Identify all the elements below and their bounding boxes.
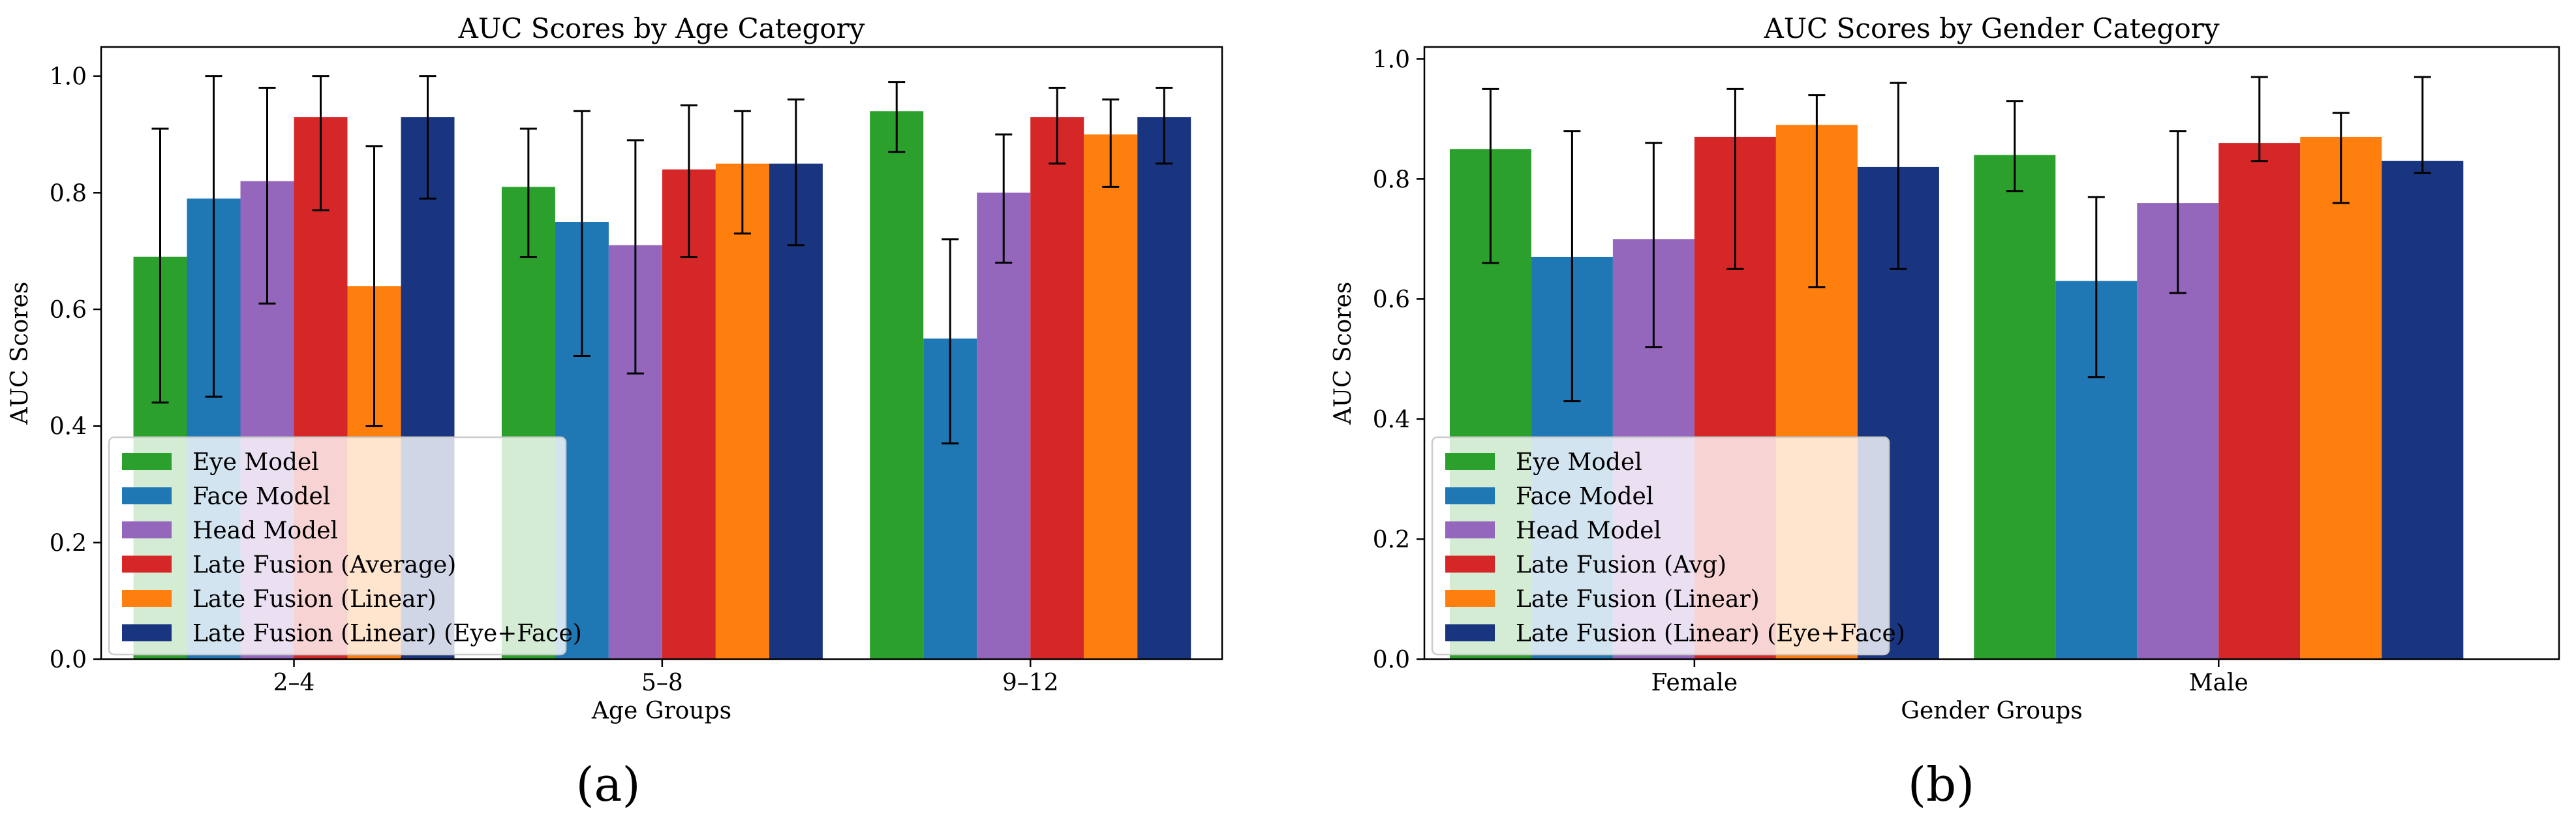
panel-label-a: (a) xyxy=(575,757,641,812)
legend-swatch xyxy=(122,521,172,538)
y-tick-label: 0.0 xyxy=(50,647,87,673)
error-bar xyxy=(787,98,805,247)
legend-swatch xyxy=(1445,521,1495,538)
chart-title: AUC Scores by Gender Category xyxy=(1763,12,2219,44)
error-bar xyxy=(151,127,169,404)
y-tick-label: 0.6 xyxy=(1373,286,1410,313)
y-tick-label: 0.0 xyxy=(1373,647,1410,673)
legend-swatch xyxy=(122,590,172,607)
error-bar xyxy=(2087,196,2105,378)
legend-label: Late Fusion (Linear) (Eye+Face) xyxy=(192,621,582,647)
legend-swatch xyxy=(122,453,172,470)
legend-swatch xyxy=(122,624,172,641)
error-bar xyxy=(680,104,698,258)
bar-eye-model-Male xyxy=(1974,155,2056,659)
y-tick-label: 1.0 xyxy=(50,64,87,91)
legend-label: Head Model xyxy=(192,517,338,544)
error-bar xyxy=(1102,98,1120,188)
legend-label: Late Fusion (Linear) xyxy=(192,586,437,613)
error-bar xyxy=(2006,100,2023,193)
bar-head-model-9–12 xyxy=(977,193,1031,659)
chart-panel-0: 0.0 0.2 0.4 0.6 0.8 1.0 2–4 5–8 9–12 AUC Scores b… xyxy=(7,12,1223,724)
legend-swatch xyxy=(1445,487,1495,504)
legend-swatch xyxy=(1445,590,1495,607)
legend-box xyxy=(108,436,567,656)
bar-late-fusion-linear--9–12 xyxy=(1084,134,1138,659)
bar-late-fusion-linear-eye-face--9–12 xyxy=(1137,117,1191,659)
legend-label: Face Model xyxy=(1516,484,1653,510)
legend-box xyxy=(1431,436,1890,656)
y-tick-label: 0.6 xyxy=(50,297,87,324)
error-bar xyxy=(1808,94,1826,288)
bar-late-fusion-linear-eye-face--Male xyxy=(2382,161,2464,659)
error-bar xyxy=(888,81,906,153)
error-bar xyxy=(995,133,1013,264)
x-axis-label: Age Groups xyxy=(591,698,731,724)
legend-swatch xyxy=(122,487,172,504)
x-tick-label: 9–12 xyxy=(1002,670,1059,696)
error-bar xyxy=(312,75,330,211)
y-tick-label: 0.4 xyxy=(1373,407,1410,433)
error-bar xyxy=(2332,112,2350,204)
error-bar xyxy=(1890,82,1907,270)
legend-label: Face Model xyxy=(192,484,330,510)
chart-title: AUC Scores by Age Category xyxy=(458,12,865,44)
x-tick-label: 5–8 xyxy=(641,670,683,696)
y-tick-label: 0.4 xyxy=(50,414,87,440)
y-axis-label: AUC Scores xyxy=(1330,282,1357,425)
legend-label: Late Fusion (Average) xyxy=(192,552,456,579)
y-tick-label: 0.8 xyxy=(1373,166,1410,193)
bar-eye-model-9–12 xyxy=(870,111,924,660)
legend-label: Eye Model xyxy=(192,449,319,476)
y-tick-label: 0.2 xyxy=(50,530,87,557)
legend-label: Late Fusion (Linear) xyxy=(1516,586,1760,613)
legend: Eye Model Face Model Head Model Late Fusion… xyxy=(108,436,582,656)
bar-late-fusion-linear--Male xyxy=(2300,136,2382,659)
error-bar xyxy=(573,110,590,357)
error-bar xyxy=(2169,130,2186,294)
error-bar xyxy=(365,145,383,427)
legend-label: Late Fusion (Avg) xyxy=(1516,552,1726,579)
error-bar xyxy=(258,87,276,305)
error-bar xyxy=(733,110,751,235)
legend-label: Head Model xyxy=(1516,517,1661,544)
legend-swatch xyxy=(1445,624,1495,641)
error-bar xyxy=(1049,87,1066,165)
error-bar xyxy=(2414,76,2431,174)
x-axis-label: Gender Groups xyxy=(1901,698,2083,724)
bar-late-fusion-linear--5–8 xyxy=(715,163,769,659)
y-axis-label: AUC Scores xyxy=(7,282,33,425)
bar-late-fusion-average--9–12 xyxy=(1030,117,1084,659)
axes-frame xyxy=(1423,46,2560,660)
legend-swatch xyxy=(122,555,172,573)
y-tick-label: 0.8 xyxy=(50,180,87,207)
bar-late-fusion-linear-eye-face--5–8 xyxy=(769,163,823,659)
error-bar xyxy=(2250,76,2268,162)
y-tick-label: 1.0 xyxy=(1373,46,1410,73)
error-bar xyxy=(1482,87,1499,264)
error-bar xyxy=(1645,142,1663,348)
bar-late-fusion-avg--Male xyxy=(2218,143,2301,660)
legend-label: Eye Model xyxy=(1516,449,1642,476)
legend-swatch xyxy=(1445,555,1495,573)
legend: Eye Model Face Model Head Model Late Fusion… xyxy=(1431,436,1905,656)
chart-panel-1: 0.0 0.2 0.4 0.6 0.8 1.0 Female Male AUC Scores b… xyxy=(1330,12,2560,724)
legend-label: Late Fusion (Linear) (Eye+Face) xyxy=(1516,621,1905,647)
panel-label-b: (b) xyxy=(1907,757,1975,812)
x-tick-label: Female xyxy=(1651,670,1738,696)
error-bar xyxy=(942,238,959,444)
error-bar xyxy=(1563,130,1581,403)
error-bar xyxy=(626,139,644,375)
legend-swatch xyxy=(1445,453,1495,470)
error-bar xyxy=(205,75,222,398)
x-tick-label: Male xyxy=(2189,670,2248,696)
x-tick-label: 2–4 xyxy=(273,670,315,696)
error-bar xyxy=(419,75,437,200)
error-bar xyxy=(1726,87,1744,270)
error-bar xyxy=(1156,87,1173,165)
error-bar xyxy=(519,127,537,258)
y-tick-label: 0.2 xyxy=(1373,527,1410,553)
